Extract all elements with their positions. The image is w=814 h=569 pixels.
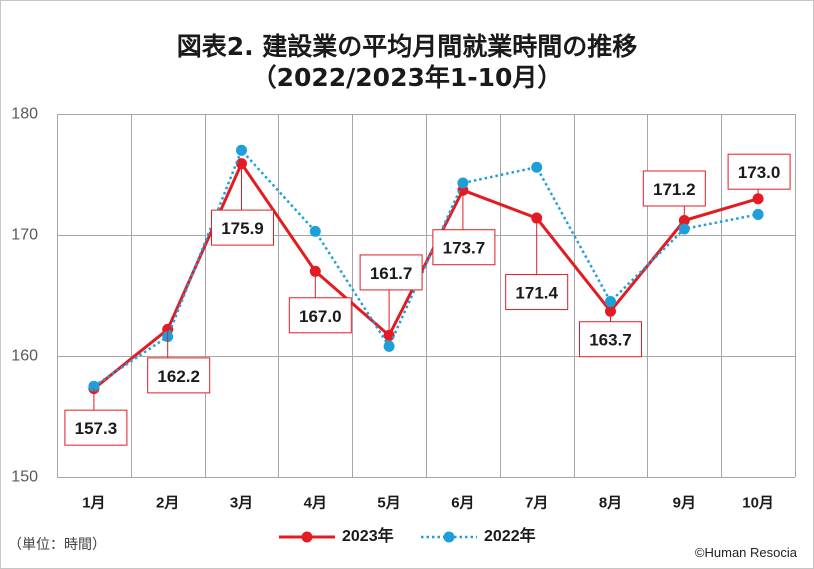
data-label-text-2023-4: 167.0 bbox=[299, 307, 342, 326]
data-label-2023-8: 163.7 bbox=[579, 311, 642, 358]
point-2022-4 bbox=[309, 225, 321, 237]
y-tick-label-180: 180 bbox=[11, 106, 38, 123]
data-label-2023-3: 175.9 bbox=[211, 163, 274, 246]
x-tick-label-10: 10月 bbox=[742, 495, 774, 512]
x-tick-label-3: 3月 bbox=[230, 495, 253, 512]
data-label-text-2023-5: 161.7 bbox=[370, 264, 413, 283]
x-tick-label-8: 8月 bbox=[599, 495, 622, 512]
chart-title: 図表2. 建設業の平均月間就業時間の推移 bbox=[176, 32, 638, 61]
data-label-text-2023-9: 171.2 bbox=[653, 180, 696, 199]
point-2022-10 bbox=[752, 208, 764, 220]
legend-item-2022: 2022年 bbox=[420, 528, 536, 546]
x-tick-label-1: 1月 bbox=[82, 495, 105, 512]
point-2022-7 bbox=[531, 161, 543, 173]
data-label-2023-2: 162.2 bbox=[147, 329, 211, 394]
chart-subtitle: （2022/2023年1-10月） bbox=[251, 63, 563, 92]
data-labels-2023: 157.3 162.2 175.9 167.0 161.7 173.7 171.4 163.7… bbox=[64, 153, 791, 446]
point-2022-9 bbox=[678, 223, 690, 235]
point-2022-8 bbox=[605, 296, 616, 308]
data-label-box-2023-10 bbox=[727, 153, 791, 190]
data-label-box-2023-1 bbox=[64, 409, 128, 446]
x-tick-label-2: 2月 bbox=[156, 495, 179, 512]
data-label-2023-10: 173.0 bbox=[727, 153, 791, 199]
x-tick-label-5: 5月 bbox=[377, 495, 400, 512]
legend-label-2023: 2023年 bbox=[342, 528, 394, 545]
data-label-text-2023-3: 175.9 bbox=[221, 219, 264, 238]
y-axis-labels: 150 160 170 180 bbox=[11, 106, 38, 486]
legend-marker-2022 bbox=[443, 531, 455, 543]
data-label-2023-9: 171.2 bbox=[642, 170, 706, 221]
point-2022-1 bbox=[88, 380, 100, 392]
point-2022-5 bbox=[383, 340, 395, 352]
y-tick-label-160: 160 bbox=[11, 348, 38, 365]
data-label-box-2023-9 bbox=[642, 170, 706, 207]
data-label-2023-7: 171.4 bbox=[505, 218, 569, 311]
data-label-text-2023-1: 157.3 bbox=[75, 419, 118, 438]
gridlines bbox=[57, 114, 796, 478]
y-tick-label-150: 150 bbox=[11, 469, 38, 486]
data-label-box-2023-8 bbox=[579, 321, 642, 358]
x-tick-label-9: 9月 bbox=[673, 495, 696, 512]
data-label-2023-6: 173.7 bbox=[432, 190, 496, 266]
x-tick-label-4: 4月 bbox=[304, 495, 327, 512]
data-label-2023-4: 167.0 bbox=[288, 271, 352, 334]
data-label-text-2023-6: 173.7 bbox=[443, 239, 486, 258]
x-axis-labels: 1月 2月 3月 4月 5月 6月 7月 8月 9月 10月 bbox=[82, 495, 774, 512]
legend-swatch-2022 bbox=[421, 531, 477, 543]
data-label-box-2023-2 bbox=[147, 357, 211, 394]
x-tick-label-7: 7月 bbox=[525, 495, 548, 512]
series-line-2022 bbox=[93, 149, 759, 388]
data-label-text-2023-2: 162.2 bbox=[157, 367, 200, 386]
data-label-2023-1: 157.3 bbox=[64, 388, 128, 446]
data-label-text-2023-10: 173.0 bbox=[738, 163, 781, 182]
data-label-box-2023-4 bbox=[288, 297, 352, 334]
series-line-2023 bbox=[92, 162, 759, 390]
point-2022-3 bbox=[236, 144, 247, 156]
legend-item-2023: 2023年 bbox=[278, 528, 394, 546]
data-label-box-2023-3 bbox=[211, 209, 274, 246]
legend-swatch-2023 bbox=[279, 531, 335, 543]
data-label-text-2023-7: 171.4 bbox=[515, 284, 558, 303]
data-label-box-2023-5 bbox=[359, 254, 423, 291]
credit-text: ©Human Resocia bbox=[694, 545, 797, 560]
point-2022-6 bbox=[457, 177, 469, 189]
legend-label-2022: 2022年 bbox=[484, 528, 536, 545]
data-label-box-2023-6 bbox=[432, 229, 496, 266]
unit-note: （単位：時間） bbox=[8, 537, 106, 553]
y-tick-label-170: 170 bbox=[11, 227, 38, 244]
data-label-box-2023-7 bbox=[505, 274, 569, 311]
data-label-2023-5: 161.7 bbox=[359, 254, 423, 336]
legend-marker-2023 bbox=[301, 531, 313, 543]
x-tick-label-6: 6月 bbox=[451, 495, 474, 512]
data-label-text-2023-8: 163.7 bbox=[589, 331, 632, 350]
